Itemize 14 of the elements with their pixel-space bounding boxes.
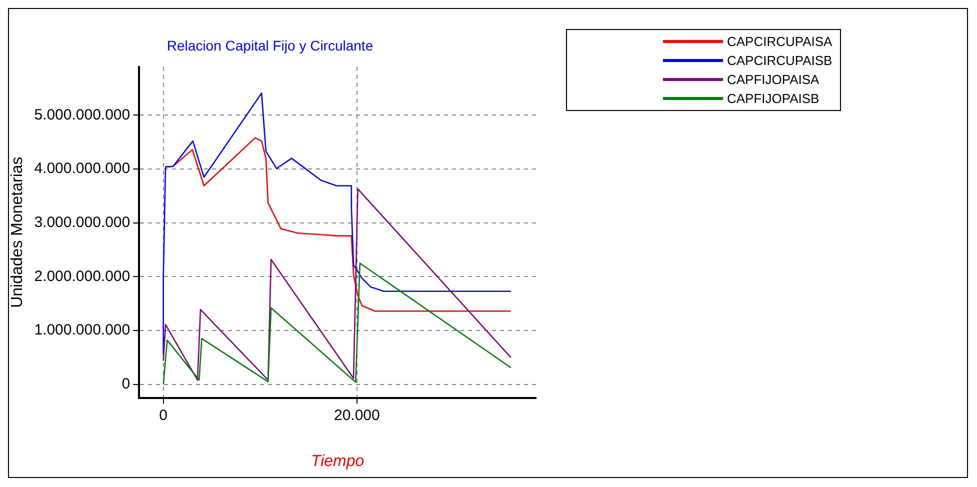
y-axis-title: Unidades Monetarias [9, 156, 26, 308]
legend-label: CAPFIJOPAISA [727, 72, 820, 87]
legend-label: CAPFIJOPAISB [727, 91, 820, 106]
y-tick-label: 1.000.000.000 [34, 322, 130, 339]
y-tick-label: 2.000.000.000 [34, 268, 130, 285]
x-tick-label: 20.000 [334, 406, 380, 424]
legend-label: CAPCIRCUPAISB [727, 53, 832, 68]
y-tick-label: 4.000.000.000 [34, 160, 130, 178]
legend-label: CAPCIRCUPAISA [727, 34, 832, 49]
y-tick-label: 3.000.000.000 [34, 214, 130, 232]
x-axis-title: Tiempo [310, 452, 364, 470]
y-tick-label: 5.000.000.000 [34, 106, 130, 124]
chart-title: Relacion Capital Fijo y Circulante [166, 37, 374, 54]
y-tick-label: 0 [122, 375, 130, 392]
